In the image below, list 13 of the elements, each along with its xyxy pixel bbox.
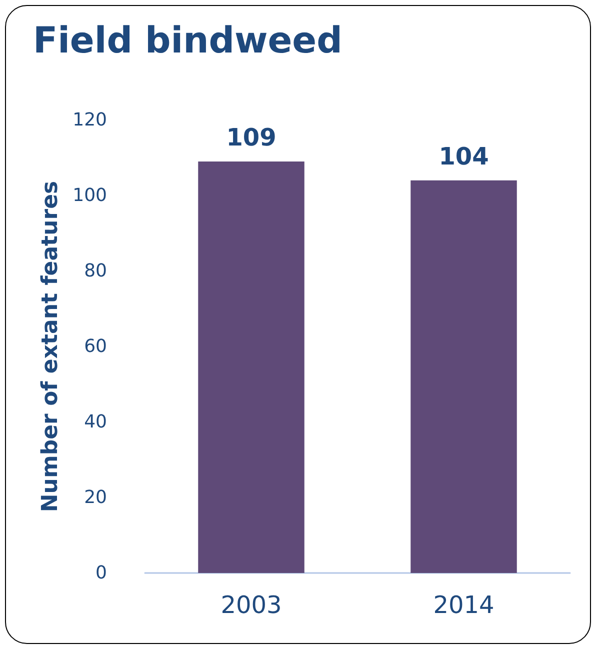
y-tick-label: 120: [72, 110, 107, 130]
y-tick-label: 100: [72, 185, 107, 206]
y-tick-label: 80: [84, 260, 107, 282]
x-tick-label: 2003: [220, 591, 282, 619]
data-label: 109: [226, 124, 276, 152]
y-tick-label: 0: [96, 562, 107, 584]
data-label: 104: [438, 142, 489, 170]
y-axis-title: Number of extant features: [38, 180, 64, 512]
chart-title: Field bindweed: [33, 20, 342, 62]
y-tick-label: 60: [84, 336, 107, 357]
y-tick-label: 40: [84, 412, 107, 432]
x-tick-label: 2014: [433, 591, 494, 619]
y-tick-label: 20: [84, 487, 107, 508]
